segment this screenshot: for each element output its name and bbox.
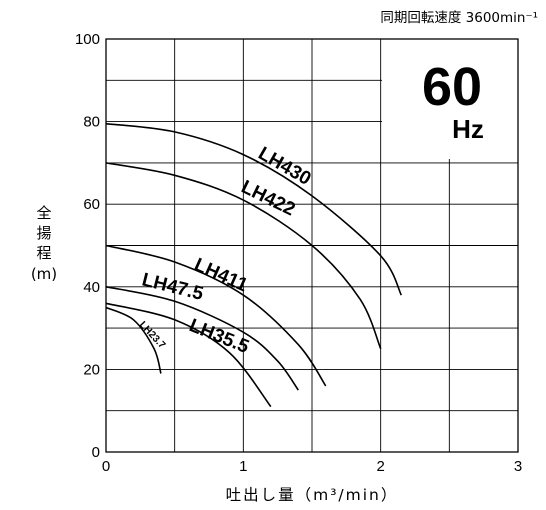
frequency-value: 60 (422, 57, 482, 117)
y-tick-label: 40 (83, 279, 100, 296)
ylabel-char-4: (m) (31, 265, 57, 283)
curve-lh411 (105, 244, 327, 387)
curve-label-lh35-5: LH35.5 (186, 315, 252, 358)
sync-speed-note: 同期回転速度 3600min⁻¹ (380, 10, 538, 26)
tick-labels: 0 1 2 3 0 20 40 60 80 100 (75, 31, 522, 475)
y-tick-label: 0 (92, 444, 100, 461)
curve-lh422 (105, 162, 382, 350)
ylabel-char-1: 全 (36, 204, 51, 222)
curve-lh35-5 (105, 302, 272, 408)
curve-lh23-7 (105, 306, 162, 374)
y-tick-label: 100 (75, 31, 100, 48)
y-tick-label: 80 (83, 114, 100, 131)
x-tick-label: 0 (102, 458, 110, 475)
curves (105, 122, 403, 408)
y-tick-label: 60 (83, 196, 100, 213)
curve-label-lh430: LH430 (255, 143, 315, 190)
curve-lh430 (105, 122, 403, 296)
ylabel-char-2: 揚 (36, 224, 51, 242)
curve-lh47-5 (105, 286, 299, 391)
x-axis-title: 吐出し量（m³/min） (226, 486, 399, 504)
y-tick-label: 20 (83, 361, 100, 378)
x-tick-label: 3 (514, 458, 522, 475)
frequency-unit: Hz (452, 114, 484, 144)
plot-frame (105, 38, 519, 453)
x-tick-label: 1 (239, 458, 247, 475)
frequency-box (382, 39, 518, 159)
ylabel-char-3: 程 (36, 244, 51, 262)
x-tick-label: 2 (376, 458, 384, 475)
